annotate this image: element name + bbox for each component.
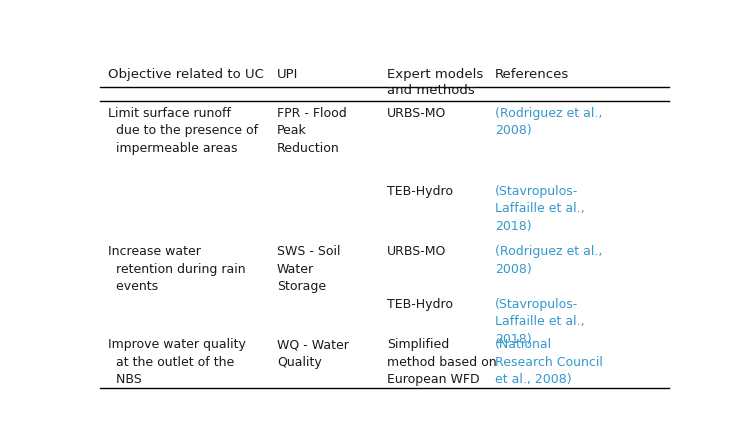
Text: TEB-Hydro: TEB-Hydro [387, 184, 453, 197]
Text: (National
Research Council
et al., 2008): (National Research Council et al., 2008) [495, 338, 603, 385]
Text: References: References [495, 68, 569, 81]
Text: URBS-MO: URBS-MO [387, 106, 447, 120]
Text: URBS-MO: URBS-MO [387, 245, 447, 258]
Text: TEB-Hydro: TEB-Hydro [387, 297, 453, 310]
Text: Objective related to UC: Objective related to UC [108, 68, 264, 81]
Text: (Rodriguez et al.,
2008): (Rodriguez et al., 2008) [495, 245, 602, 275]
Text: Simplified
method based on
European WFD: Simplified method based on European WFD [387, 338, 497, 385]
Text: (Rodriguez et al.,
2008): (Rodriguez et al., 2008) [495, 106, 602, 137]
Text: Limit surface runoff
  due to the presence of
  impermeable areas: Limit surface runoff due to the presence… [108, 106, 259, 155]
Text: UPI: UPI [277, 68, 298, 81]
Text: Increase water
  retention during rain
  events: Increase water retention during rain eve… [108, 245, 246, 293]
Text: Improve water quality
  at the outlet of the
  NBS: Improve water quality at the outlet of t… [108, 338, 246, 385]
Text: (Stavropulos-
Laffaille et al.,
2018): (Stavropulos- Laffaille et al., 2018) [495, 184, 584, 232]
Text: (Stavropulos-
Laffaille et al.,
2018): (Stavropulos- Laffaille et al., 2018) [495, 297, 584, 345]
Text: FPR - Flood
Peak
Reduction: FPR - Flood Peak Reduction [277, 106, 346, 155]
Text: WQ - Water
Quality: WQ - Water Quality [277, 338, 349, 368]
Text: SWS - Soil
Water
Storage: SWS - Soil Water Storage [277, 245, 340, 293]
Text: Expert models
and methods: Expert models and methods [387, 68, 484, 97]
